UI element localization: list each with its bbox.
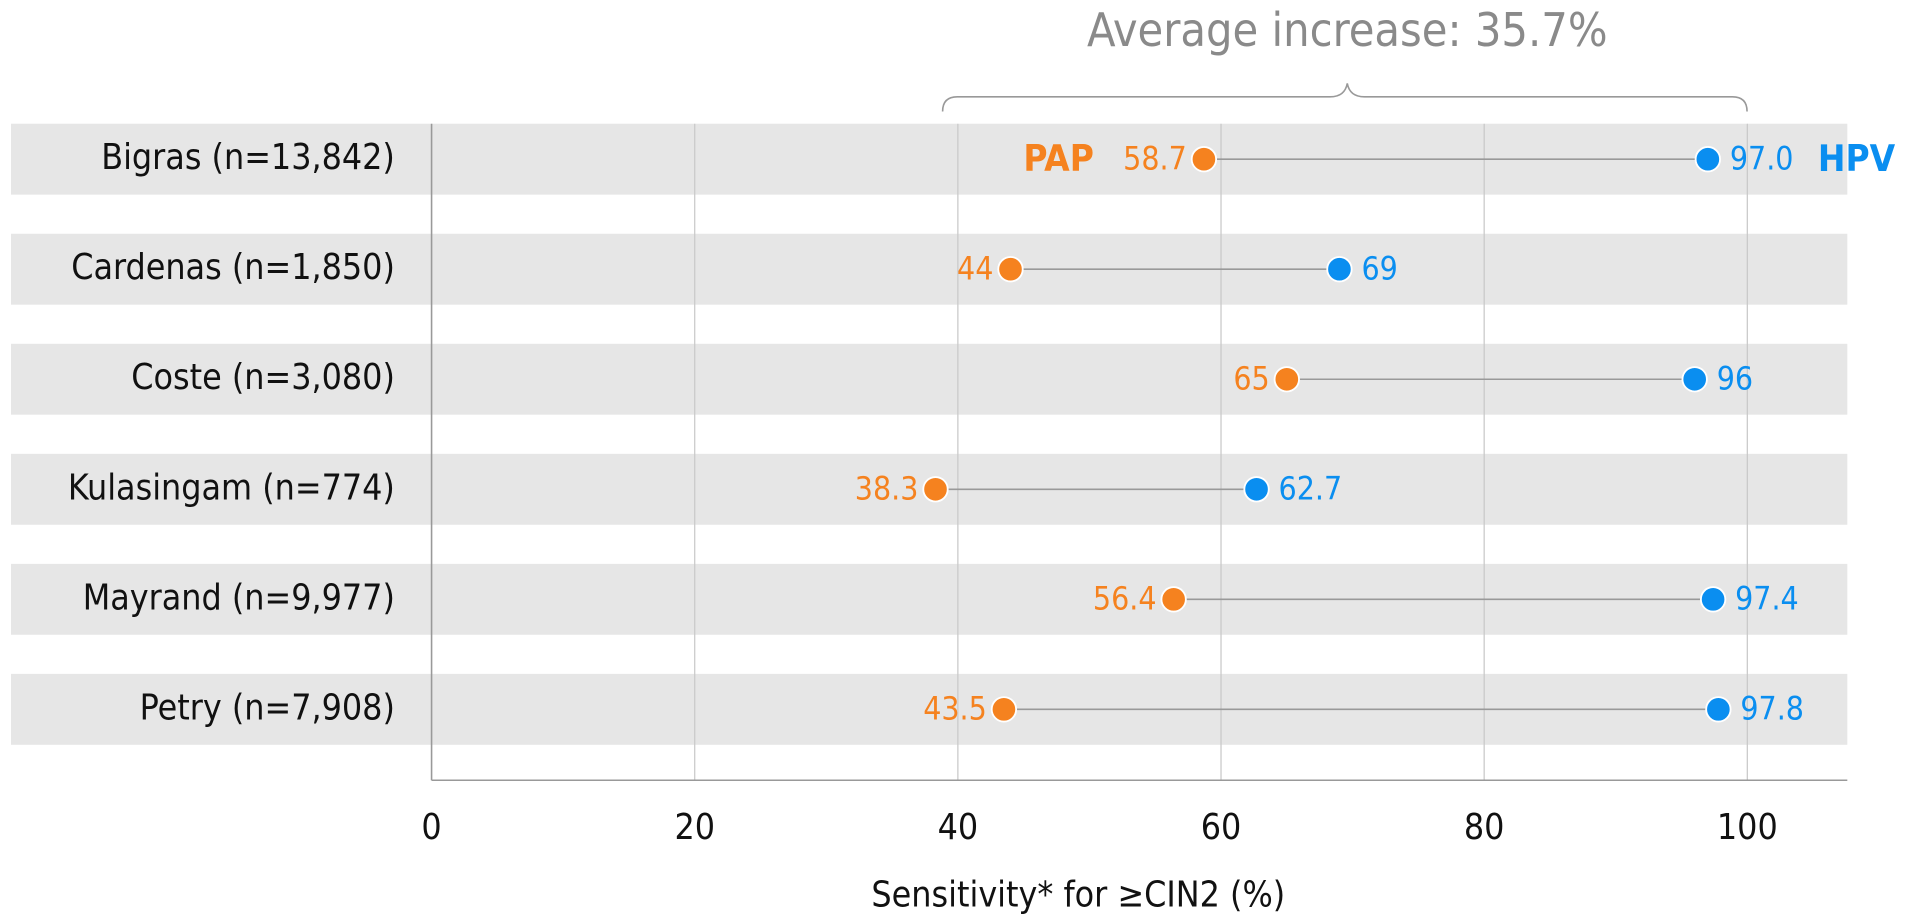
value-label: 97.4 <box>1735 582 1799 618</box>
dot <box>1694 146 1721 173</box>
x-tick-label: 100 <box>1717 807 1778 848</box>
value-label: 56.4 <box>1093 582 1157 618</box>
dot <box>1705 696 1732 723</box>
dot <box>922 476 949 503</box>
x-tick-label: 40 <box>938 807 979 848</box>
plot <box>11 123 1848 782</box>
value-label: 97.8 <box>1740 692 1804 728</box>
series-label: HPV <box>1818 137 1896 180</box>
dot <box>990 696 1018 723</box>
annotation: Average increase: 35.7% <box>1087 3 1608 57</box>
brace <box>941 83 1748 112</box>
x-axis-label: Sensitivity* for ≥CIN2 (%) <box>871 874 1285 915</box>
value-label: 69 <box>1361 251 1397 287</box>
x-tick-label: 0 <box>421 807 441 848</box>
dot <box>1699 586 1727 613</box>
dot <box>1273 366 1300 393</box>
dot <box>1190 146 1218 173</box>
value-label: 96 <box>1717 361 1753 397</box>
x-tick-label: 80 <box>1464 807 1505 848</box>
dot <box>1681 366 1708 393</box>
y-tick-label: Cardenas (n=1,850) <box>71 247 395 288</box>
x-tick-label: 20 <box>674 807 715 848</box>
value-label: 65 <box>1233 361 1269 397</box>
value-label: 97.0 <box>1730 141 1794 177</box>
value-label: 44 <box>957 251 993 287</box>
value-label: 38.3 <box>855 472 919 508</box>
dot <box>997 256 1024 283</box>
y-tick-label: Coste (n=3,080) <box>131 357 395 398</box>
y-tick-label: Petry (n=7,908) <box>140 687 395 728</box>
y-tick-label: Mayrand (n=9,977) <box>83 577 395 618</box>
x-tick-label: 60 <box>1201 807 1242 848</box>
y-tick-label: Kulasingam (n=774) <box>68 467 395 508</box>
series-label: PAP <box>1023 137 1093 180</box>
value-label: 58.7 <box>1123 141 1187 177</box>
dot <box>1326 256 1353 283</box>
dot <box>1160 586 1187 613</box>
row-band <box>11 233 1848 305</box>
value-label: 62.7 <box>1279 472 1343 508</box>
y-tick-label: Bigras (n=13,842) <box>101 137 395 178</box>
value-label: 43.5 <box>923 692 987 728</box>
dot <box>1243 476 1270 503</box>
